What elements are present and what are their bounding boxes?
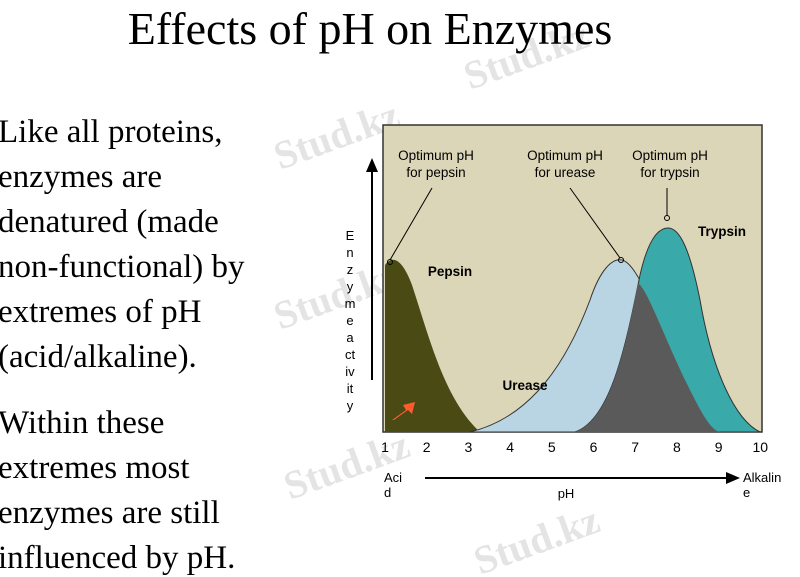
x-tick-label: 7 (631, 439, 639, 455)
x-tick-label: 4 (506, 439, 514, 455)
y-axis-label: ct (345, 347, 356, 362)
slide-title: Effects of pH on Enzymes (128, 3, 613, 54)
pepsin-curve (385, 259, 480, 432)
x-left-label: d (384, 485, 391, 500)
body-line: enzymes are (0, 159, 162, 195)
x-tick-label: 10 (753, 439, 769, 455)
annotation: Optimum pH (632, 148, 708, 163)
pointer-icon (392, 402, 415, 420)
x-tick-label: 3 (465, 439, 473, 455)
x-left-label: Aci (384, 470, 402, 485)
y-axis-label: iv (345, 364, 355, 379)
y-axis-label: E (346, 228, 355, 243)
y-axis-label: e (346, 313, 353, 328)
overlap-area (575, 283, 720, 432)
x-tick-label: 6 (590, 439, 598, 455)
y-axis-label: it (347, 381, 354, 396)
x-tick-label: 5 (548, 439, 556, 455)
annotation: for pepsin (406, 165, 465, 180)
y-axis-label: z (347, 262, 354, 277)
watermark: Stud.kz (468, 497, 606, 577)
curve-label: Pepsin (428, 264, 472, 279)
body-line: extremes of pH (0, 294, 201, 330)
x-axis-label: pH (558, 486, 575, 501)
watermark: Stud.kz (278, 422, 416, 509)
body-line: denatured (made (0, 204, 219, 240)
y-axis-label: m (345, 296, 356, 311)
x-right-label: Alkalin (743, 470, 781, 485)
y-axis-label: y (347, 398, 354, 413)
arrow-head (726, 472, 740, 484)
annotation: for urease (535, 165, 596, 180)
arrow-head (366, 158, 378, 172)
x-tick-label: 8 (673, 439, 681, 455)
body-line: Within these (0, 405, 164, 441)
x-tick-label: 1 (381, 439, 389, 455)
y-axis-label: n (346, 245, 353, 260)
x-right-label: e (743, 485, 750, 500)
body-line: Like all proteins, (0, 114, 223, 150)
body-line: non-functional) by (0, 249, 245, 285)
curve-label: Urease (502, 378, 548, 393)
x-tick-label: 2 (423, 439, 431, 455)
x-tick-label: 9 (715, 439, 723, 455)
body-line: enzymes are still (0, 495, 220, 531)
y-axis-label: y (347, 279, 354, 294)
curve-label: Trypsin (698, 224, 746, 239)
body-line: (acid/alkaline). (0, 339, 197, 375)
y-axis-label: a (346, 330, 354, 345)
annotation: Optimum pH (398, 148, 474, 163)
body-text: Like all proteins, enzymes are denatured (… (0, 114, 245, 576)
body-line: influenced by pH. (0, 540, 235, 576)
body-line: extremes most (0, 450, 190, 486)
annotation: Optimum pH (527, 148, 603, 163)
optimum-marker (618, 257, 624, 263)
leader-line (569, 187, 621, 259)
annotation: for trypsin (640, 165, 699, 180)
leader-line (389, 187, 433, 261)
